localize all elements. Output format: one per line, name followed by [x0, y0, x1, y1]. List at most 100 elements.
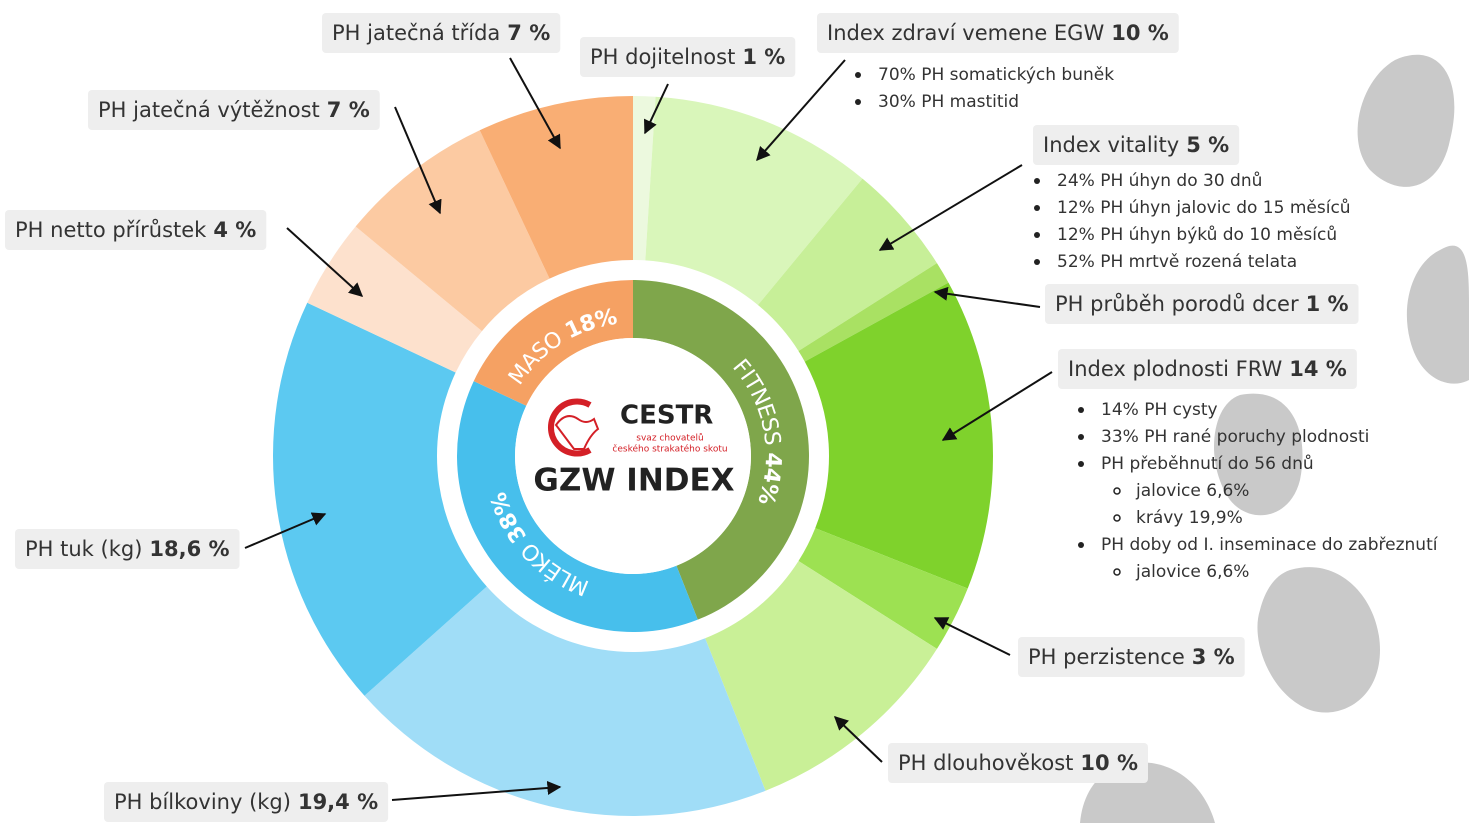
bullet: [1078, 542, 1084, 548]
note-text: PH přeběhnutí do 56 dnů: [1101, 454, 1314, 474]
arrow: [644, 83, 669, 135]
labels: PH dojitelnost 1 % Index zdraví vemene EGW…: [5, 13, 1439, 822]
segment-label: PH průběh porodů dcer 1 %: [1055, 292, 1349, 316]
bullet: [1034, 259, 1040, 265]
note-text: 24% PH úhyn do 30 dnů: [1057, 171, 1262, 191]
label-box: [88, 90, 380, 130]
center-disc: [515, 338, 751, 574]
label-box: [15, 529, 240, 569]
inner-segment: [473, 280, 633, 406]
segment-label: Index zdraví vemene EGW 10 %: [827, 21, 1169, 45]
arrow: [933, 286, 1041, 308]
segment-value: 3 %: [1192, 645, 1235, 669]
segment-value: 1 %: [742, 45, 785, 69]
label-box: [1058, 349, 1357, 389]
arrow: [941, 371, 1053, 441]
note-text: 12% PH úhyn býků do 10 měsíců: [1057, 225, 1337, 245]
segment-label: Index vitality 5 %: [1043, 133, 1229, 157]
sub-bullet: [1113, 514, 1121, 522]
label-box: [104, 782, 389, 822]
label-box: [1045, 284, 1359, 324]
note-text: 14% PH cysty: [1101, 400, 1218, 420]
segment-name: Index plodnosti FRW: [1068, 357, 1282, 381]
segment-name: PH bílkoviny (kg): [114, 790, 291, 814]
bullet: [1078, 461, 1084, 467]
note-text: 70% PH somatických buněk: [878, 65, 1114, 85]
segment-value: 7 %: [327, 98, 370, 122]
outer-segment: [364, 586, 766, 816]
label-box: [817, 13, 1179, 53]
note-subtext: jalovice 6,6%: [1135, 481, 1249, 501]
note-subtext: krávy 19,9%: [1136, 508, 1243, 528]
segment-value: 7 %: [507, 21, 550, 45]
segment-name: PH průběh porodů dcer: [1055, 292, 1299, 316]
label-box: [580, 37, 796, 77]
segment-label: PH bílkoviny (kg) 19,4 %: [114, 790, 378, 814]
segment-label: PH jatečná třída 7 %: [332, 21, 550, 45]
bullet: [855, 99, 861, 105]
bullet: [1078, 434, 1084, 440]
inner-segment: [456, 381, 698, 633]
note-subtext: jalovice 6,6%: [1135, 562, 1249, 582]
segment-label: PH dojitelnost 1 %: [590, 45, 785, 69]
label-box: [888, 743, 1148, 783]
logo-cow: [554, 415, 600, 450]
sub-bullet: [1113, 568, 1121, 576]
note-text: 33% PH rané poruchy plodnosti: [1101, 427, 1369, 447]
note-text: PH doby od I. inseminace do zabřeznutí: [1101, 535, 1439, 555]
arrow: [878, 164, 1023, 251]
arrow: [509, 57, 561, 150]
arrow: [394, 106, 442, 215]
segment-label: PH dlouhověkost 10 %: [898, 751, 1138, 775]
rings: FITNESS 44%MLÉKO38%MASO18%: [273, 96, 993, 816]
label-box: [5, 210, 267, 250]
outer-segment: [705, 561, 937, 791]
paw-prints: [1080, 54, 1469, 823]
outer-segment: [798, 528, 968, 649]
chart-title: GZW INDEX: [533, 463, 734, 499]
outer-segment: [479, 96, 633, 279]
segment-name: PH jatečná výtěžnost: [98, 98, 320, 122]
segment-value: 18,6 %: [149, 537, 229, 561]
sub-bullet: [1113, 487, 1121, 495]
bullet: [1078, 407, 1084, 413]
logo-mark: [547, 398, 592, 457]
inner-segment: [633, 280, 810, 620]
segment-value: 4 %: [213, 218, 256, 242]
outer-segment: [355, 130, 550, 332]
segment-value: 10 %: [1080, 751, 1138, 775]
segment-name: PH tuk (kg): [25, 537, 142, 561]
segment-name: PH dlouhověkost: [898, 751, 1073, 775]
segment-value: 1 %: [1306, 292, 1349, 316]
arrow: [286, 227, 364, 297]
segment-value: 5 %: [1186, 133, 1229, 157]
tagline: svaz chovatelů: [636, 433, 703, 444]
segment-name: PH dojitelnost: [590, 45, 735, 69]
segment-name: PH perzistence: [1028, 645, 1185, 669]
note-text: 52% PH mrtvě rozená telata: [1057, 252, 1297, 272]
bullet: [1034, 232, 1040, 238]
center-logo: CESTR svaz chovatelů českého strakatého …: [515, 338, 751, 574]
segment-value: 10 %: [1111, 21, 1169, 45]
segment-label: PH perzistence 3 %: [1028, 645, 1235, 669]
outer-segment: [757, 178, 937, 351]
bullet: [1034, 205, 1040, 211]
outer-segment: [273, 302, 487, 696]
segment-label: PH netto přírůstek 4 %: [15, 218, 256, 242]
segment-name: Index zdraví vemene EGW: [827, 21, 1104, 45]
segment-name: PH jatečná třída: [332, 21, 500, 45]
label-box: [1033, 125, 1240, 165]
segment-value: 19,4 %: [298, 790, 378, 814]
segment-name: Index vitality: [1043, 133, 1179, 157]
bullet: [1034, 178, 1040, 184]
label-box: [1018, 637, 1245, 677]
segment-label: PH tuk (kg) 18,6 %: [25, 537, 230, 561]
label-box: [322, 13, 561, 53]
brand: CESTR: [620, 401, 713, 431]
tagline: českého strakatého skotu: [612, 444, 727, 455]
note-text: 12% PH úhyn jalovic do 15 měsíců: [1057, 198, 1351, 218]
segment-value: 14 %: [1289, 357, 1347, 381]
arrow: [244, 512, 327, 549]
outer-segment: [798, 263, 949, 362]
